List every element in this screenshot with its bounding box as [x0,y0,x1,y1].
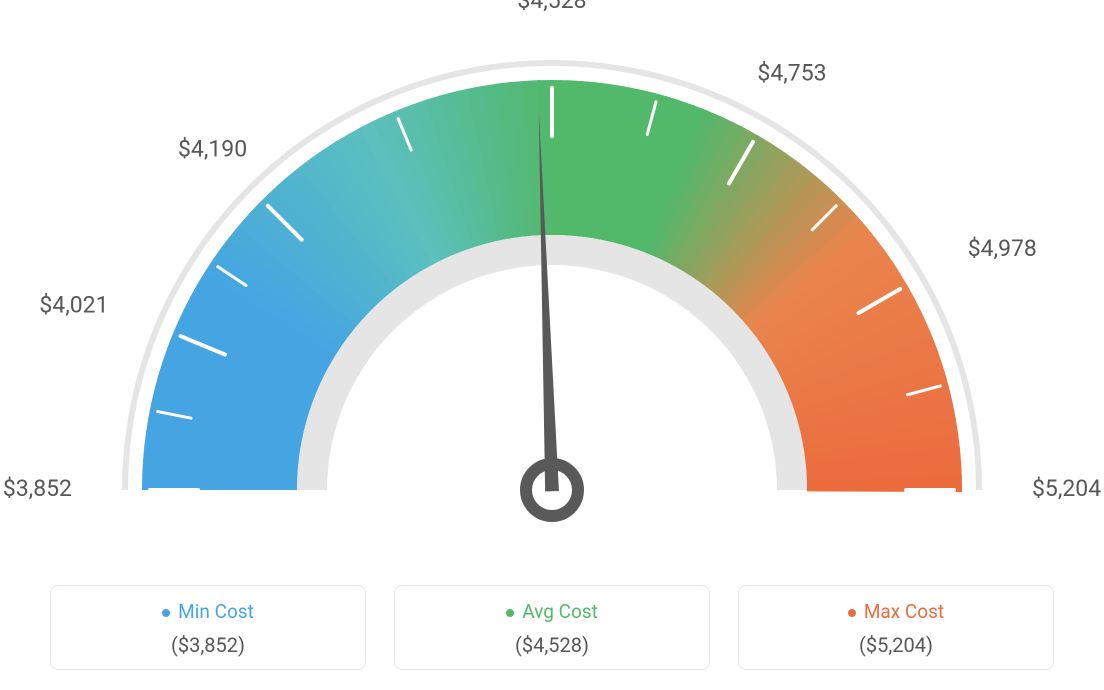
min-cost-label: Min Cost [59,600,357,623]
min-cost-card: Min Cost ($3,852) [50,585,366,670]
avg-cost-value: ($4,528) [403,633,701,657]
svg-text:$4,528: $4,528 [517,0,586,14]
svg-text:$4,978: $4,978 [968,235,1037,262]
max-dot-icon [848,609,856,617]
svg-text:$3,852: $3,852 [3,475,72,502]
min-dot-icon [162,609,170,617]
avg-dot-icon [506,609,514,617]
svg-text:$4,753: $4,753 [757,59,826,86]
max-label-text: Max Cost [864,600,944,623]
max-cost-card: Max Cost ($5,204) [738,585,1054,670]
min-label-text: Min Cost [178,600,254,623]
svg-text:$5,204: $5,204 [1032,475,1101,502]
gauge-svg: $3,852 $4,021 $4,190 $4,528 $4,753 $4,978 $5,2… [0,0,1104,560]
svg-text:$4,190: $4,190 [178,136,247,163]
max-cost-value: ($5,204) [747,633,1045,657]
avg-cost-label: Avg Cost [403,600,701,623]
avg-label-text: Avg Cost [522,600,598,623]
summary-row: Min Cost ($3,852) Avg Cost ($4,528) Max … [50,585,1054,670]
cost-gauge: $3,852 $4,021 $4,190 $4,528 $4,753 $4,978 $5,2… [0,0,1104,560]
min-cost-value: ($3,852) [59,633,357,657]
avg-cost-card: Avg Cost ($4,528) [394,585,710,670]
max-cost-label: Max Cost [747,600,1045,623]
svg-text:$4,021: $4,021 [39,291,108,318]
